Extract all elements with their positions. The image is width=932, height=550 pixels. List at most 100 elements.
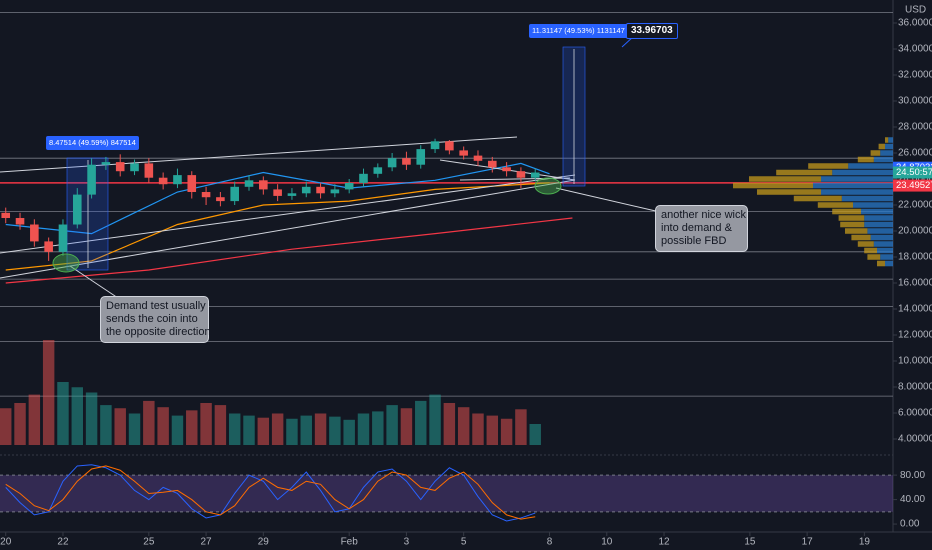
volume-bar	[42, 340, 55, 445]
volume-bar	[85, 392, 98, 445]
y-tick-label: 22.00000	[898, 200, 932, 211]
profile-up	[873, 156, 893, 163]
profile-down	[776, 169, 833, 176]
candle-body	[72, 194, 82, 225]
candle-body	[1, 212, 11, 219]
profile-down	[851, 234, 871, 241]
profile-down	[878, 143, 885, 150]
volume-bar	[257, 417, 270, 445]
candle-body	[402, 158, 411, 165]
profile-down	[857, 156, 874, 163]
y-tick-label: 28.00000	[898, 122, 932, 133]
candle-body	[287, 193, 297, 196]
moving-average	[5, 182, 550, 271]
profile-down	[840, 221, 865, 228]
volume-bar	[200, 403, 212, 445]
candle-body	[516, 171, 526, 178]
volume-bar	[228, 413, 241, 445]
demand-mark	[534, 177, 562, 195]
y-tick-label: 32.00000	[898, 70, 932, 81]
candle-body	[230, 186, 239, 202]
volume-bar	[171, 415, 184, 445]
y-tick-label: 8.00000	[898, 382, 932, 393]
candle-body	[445, 141, 454, 151]
volume-bar	[372, 411, 384, 445]
stoch-tick-label: 0.00	[900, 519, 920, 530]
note-pointer	[555, 187, 661, 213]
y-tick-label: 30.00000	[898, 96, 932, 107]
profile-up	[885, 260, 893, 267]
candle-body	[259, 180, 268, 190]
candle-body	[15, 218, 25, 225]
candle-body	[530, 172, 540, 178]
annotation: Demand test usually sends the coin into …	[100, 296, 211, 343]
volume-bar	[515, 409, 527, 445]
candle-body	[30, 224, 39, 242]
profile-up	[861, 208, 893, 215]
candle-body	[101, 162, 111, 165]
volume-bar	[71, 387, 84, 445]
candle-body	[158, 177, 168, 185]
currency-label: USD	[905, 5, 926, 16]
candle-body	[130, 163, 139, 172]
annotation-line: the opposite direction	[106, 326, 211, 338]
price-tag	[893, 179, 932, 192]
volume-bar	[457, 407, 470, 445]
stoch-line	[5, 464, 536, 522]
profile-up	[853, 202, 893, 208]
annotation-line: possible FBD	[661, 235, 727, 247]
volume-bar	[0, 408, 12, 445]
candle-body	[488, 160, 497, 168]
demand-mark	[52, 253, 80, 273]
annotation-line: sends the coin into	[106, 313, 198, 325]
x-tick-label: 22	[57, 537, 69, 548]
volume-bar	[486, 415, 499, 445]
profile-down	[885, 137, 889, 143]
price-tag-label: 23.49527	[896, 180, 932, 191]
profile-down	[867, 254, 881, 260]
profile-up	[864, 215, 893, 221]
y-tick-label: 18.00000	[898, 252, 932, 263]
profile-down	[870, 150, 881, 156]
profile-down	[817, 202, 853, 208]
profile-up	[832, 169, 893, 176]
measure-label: 11.31147 (49.53%) 1131147	[529, 24, 628, 38]
candle-body	[216, 197, 225, 202]
volume-bar	[443, 403, 456, 445]
volume-bar	[286, 418, 298, 445]
candle-body	[416, 149, 426, 165]
candle-body	[301, 186, 311, 194]
x-tick-label: 3	[404, 537, 410, 548]
x-tick-label: 29	[258, 537, 270, 548]
x-tick-label: 15	[744, 537, 756, 548]
profile-up	[885, 143, 893, 150]
volume-bar	[300, 415, 312, 445]
volume-bar	[472, 413, 484, 445]
profile-down	[838, 215, 865, 221]
note-pointer	[69, 265, 119, 299]
profile-up	[880, 150, 893, 156]
y-tick-label: 12.00000	[898, 330, 932, 341]
profile-up	[813, 182, 893, 189]
volume-bar	[114, 408, 126, 445]
candle-body	[430, 141, 440, 150]
candle-body	[187, 175, 197, 193]
volume-bar	[271, 413, 284, 445]
volume-bar	[400, 408, 413, 445]
price-tag	[893, 166, 932, 179]
candle-body	[173, 175, 182, 185]
candle-body	[316, 186, 325, 194]
annotation-line: another nice wick	[661, 209, 746, 221]
candle-body	[244, 180, 254, 187]
x-tick-label: 25	[143, 537, 155, 548]
y-tick-label: 6.00000	[898, 408, 932, 419]
profile-up	[880, 254, 893, 260]
profile-up	[821, 189, 893, 195]
profile-down	[845, 228, 868, 234]
profile-up	[870, 234, 893, 241]
price-tag-label: 24.50:57	[896, 167, 932, 178]
candle-body	[87, 164, 96, 195]
profile-down	[757, 189, 821, 195]
profile-up	[873, 241, 893, 247]
y-tick-label: 34.00000	[898, 44, 932, 55]
